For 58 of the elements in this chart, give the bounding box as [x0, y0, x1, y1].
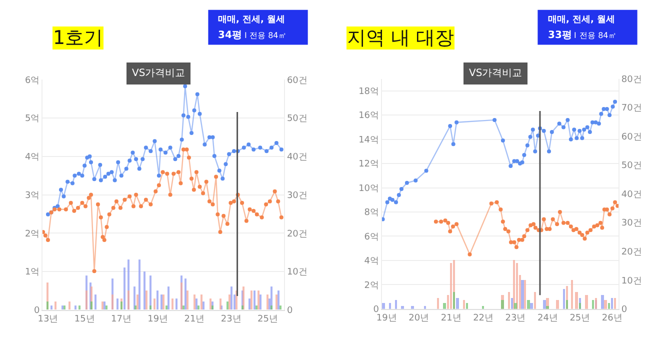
annotation: VS가격비교 [469, 68, 522, 79]
y-tick-label: 4억 [24, 152, 40, 163]
text: 전용 84㎡ [572, 31, 616, 40]
text: 33평 [548, 30, 572, 41]
y2-tick-label: 40건 [621, 190, 642, 200]
y-tick-label: 3억 [24, 190, 40, 201]
x-tick-label: 25년 [570, 314, 590, 324]
y2-tick-label: 50건 [286, 114, 308, 124]
y-tick-label: 6억 [364, 232, 380, 242]
y-tick-label: 0 [373, 305, 380, 316]
x-tick-label: 21년 [440, 314, 462, 324]
x-tick-label: 21년 [184, 314, 205, 325]
y2-tick-label: 40건 [286, 152, 308, 163]
y-tick-label: 12억 [358, 160, 380, 170]
y2-tick-label: 80건 [621, 74, 642, 85]
x-tick-label: 15년 [74, 314, 95, 325]
y-tick-label: 8억 [364, 208, 380, 218]
y2-tick-label: 30건 [286, 190, 308, 201]
text: 34평 [218, 30, 242, 41]
y-tick-label: 6억 [24, 76, 40, 86]
y2-tick-label: 0 [621, 305, 628, 316]
x-tick-label: 19년 [376, 314, 397, 324]
x-tick-label: 19년 [148, 314, 168, 325]
y-tick-label: 1억 [24, 268, 40, 278]
y2-tick-label: 60건 [286, 76, 308, 86]
y2-tick-label: 70건 [621, 104, 642, 114]
y-tick-label: 2억 [364, 280, 380, 291]
y2-tick-label: 20건 [286, 229, 308, 240]
y-tick-label: 16억 [358, 111, 380, 122]
x-tick-label: 17년 [110, 314, 132, 325]
y-tick-label: 18억 [358, 87, 380, 98]
y-tick-label: 14억 [358, 135, 380, 146]
y2-tick-label: 10건 [621, 276, 642, 286]
y-tick-label: 0 [34, 306, 40, 316]
y-tick-label: 2억 [24, 229, 40, 240]
text: 매매, 전세, 월세 [218, 15, 286, 25]
x-tick-label: 20년 [408, 314, 430, 324]
x-tick-label: 23년 [505, 314, 526, 324]
chart-title: 1호기 [53, 27, 104, 49]
y2-tick-label: 10건 [286, 268, 308, 278]
y2-tick-label: 0 [286, 306, 293, 316]
y2-tick-label: 50건 [621, 161, 642, 172]
y-tick-label: 4억 [364, 256, 380, 267]
y-tick-label: 5억 [24, 114, 40, 124]
x-tick-label: 13년 [38, 314, 58, 325]
y-tick-label: 10억 [358, 184, 380, 194]
text: 매매, 전세, 월세 [548, 15, 616, 25]
x-tick-label: 25년 [257, 314, 278, 325]
y2-tick-label: 60건 [621, 132, 642, 142]
y2-tick-label: 20건 [621, 247, 642, 258]
chart-title: 지역 내 대장 [347, 27, 454, 49]
x-tick-label: 22년 [473, 314, 494, 324]
x-tick-label: 26년 [602, 314, 622, 324]
text: VS가격비교 [132, 68, 186, 79]
y2-tick-label: 30건 [621, 218, 642, 229]
x-tick-label: 23년 [220, 314, 242, 325]
text: 전용 84㎡ [242, 31, 286, 40]
x-tick-label: 24년 [537, 314, 558, 324]
